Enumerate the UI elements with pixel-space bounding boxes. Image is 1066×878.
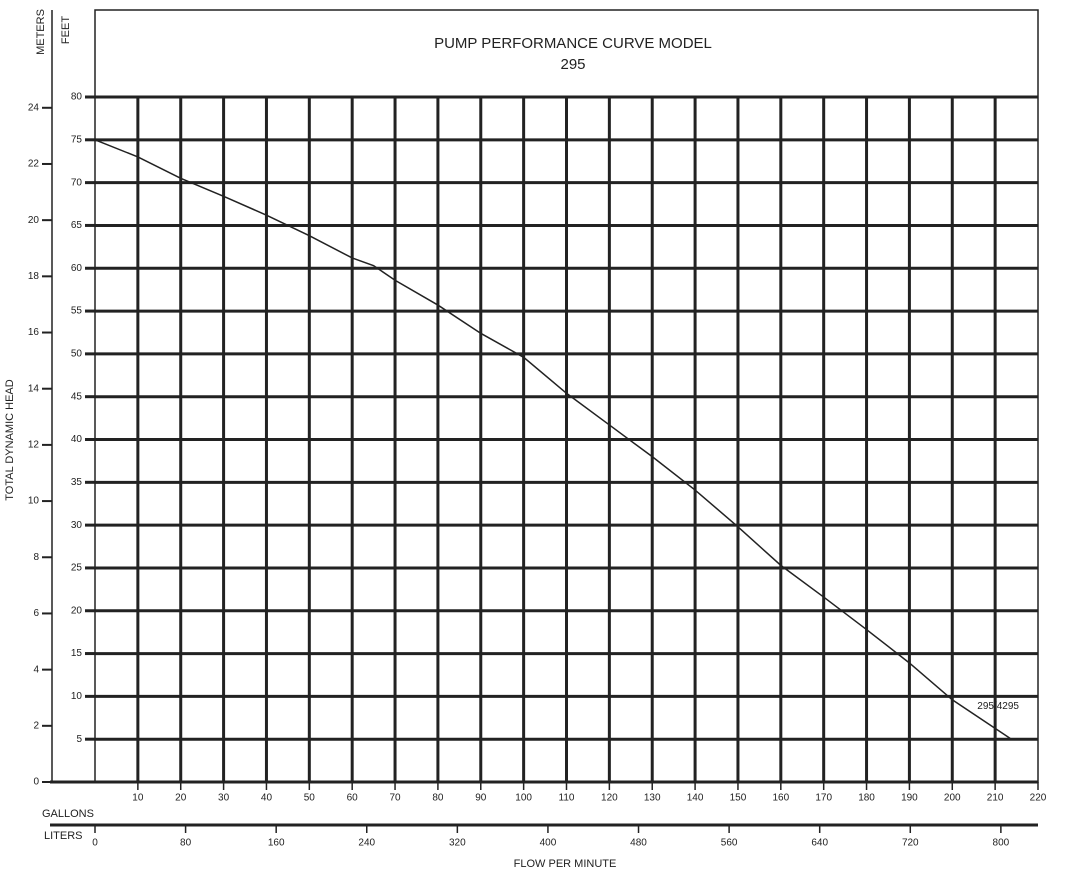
y-tick-label: 40 [71,434,83,445]
y2-tick-label: 14 [28,383,40,394]
x-tick-label: 150 [730,793,747,804]
x-tick-label: 60 [347,793,359,804]
y-tick-label: 80 [71,92,83,103]
x-tick-label: 220 [1030,793,1047,804]
x-tick-label: 140 [687,793,704,804]
y2-tick-label: 22 [28,159,40,170]
x-tick-label: 130 [644,793,661,804]
x-tick-label: 120 [601,793,618,804]
y-tick-label: 60 [71,263,83,274]
y2-tick-label: 6 [33,608,39,619]
x-tick-label: 110 [559,793,575,804]
y2-tick-label: 16 [28,327,40,338]
x2-tick-label: 320 [449,838,466,849]
y-tick-label: 50 [71,349,83,360]
y2-tick-label: 8 [33,552,39,563]
x-tick-label: 170 [815,793,832,804]
x-tick-label: 210 [987,793,1004,804]
chart-title: PUMP PERFORMANCE CURVE MODEL [434,35,712,52]
x-tick-label: 200 [944,793,961,804]
y-tick-label: 10 [71,691,83,702]
x-tick-label: 160 [772,793,789,804]
x2-tick-label: 160 [268,838,285,849]
y2-tick-label: 20 [28,215,40,226]
x-tick-label: 30 [218,793,230,804]
y-tick-label: 65 [71,220,83,231]
y-tick-label: 25 [71,563,83,574]
chart-subtitle: 295 [560,56,585,73]
y2-unit: METERS [35,9,47,55]
y-tick-label: 35 [71,477,83,488]
y2-tick-label: 18 [28,271,40,282]
x-tick-label: 100 [515,793,532,804]
y2-tick-label: 4 [33,664,39,675]
x-axis-label: FLOW PER MINUTE [514,858,617,870]
x2-tick-label: 400 [540,838,557,849]
y-tick-label: 30 [71,520,83,531]
x-tick-label: 70 [389,793,401,804]
x-tick-label: 20 [175,793,187,804]
x2-tick-label: 0 [92,838,98,849]
y-tick-label: 5 [76,734,82,745]
x-tick-label: 50 [304,793,316,804]
x-tick-label: 90 [475,793,487,804]
x-tick-label: 190 [901,793,918,804]
x2-tick-label: 560 [721,838,738,849]
x2-unit: LITERS [44,830,83,842]
y-unit: FEET [60,16,72,44]
y-tick-label: 55 [71,306,83,317]
y-tick-label: 15 [71,648,83,659]
x2-tick-label: 720 [902,838,919,849]
y2-tick-label: 12 [28,440,40,451]
x2-tick-label: 800 [993,838,1010,849]
x-tick-label: 10 [132,793,144,804]
x-tick-label: 40 [261,793,273,804]
y-tick-label: 45 [71,391,83,402]
y2-tick-label: 0 [33,777,39,788]
x-unit: GALLONS [42,808,94,820]
curve [94,139,1011,739]
x-tick-label: 180 [858,793,875,804]
x2-tick-label: 640 [811,838,828,849]
y-tick-label: 20 [71,605,83,616]
y2-tick-label: 10 [28,496,40,507]
x2-tick-label: 80 [180,838,192,849]
x-tick-label: 80 [432,793,444,804]
x2-tick-label: 480 [630,838,647,849]
y2-tick-label: 2 [33,720,39,731]
y-tick-label: 75 [71,134,83,145]
x2-tick-label: 240 [358,838,375,849]
y-axis-label: TOTAL DYNAMIC HEAD [4,379,16,500]
y-tick-label: 70 [71,177,83,188]
y2-tick-label: 24 [28,102,40,113]
series-label: 295/4295 [977,701,1019,712]
